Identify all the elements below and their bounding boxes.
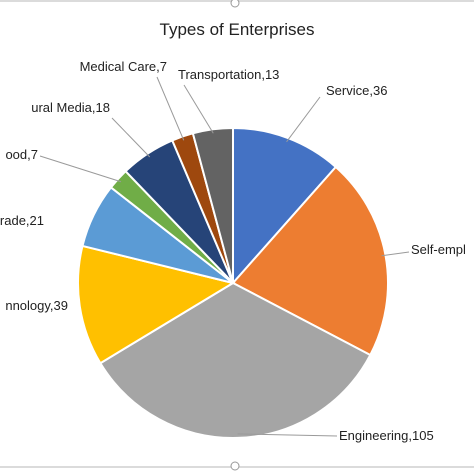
data-label: rade,21 — [0, 213, 44, 228]
data-label: nnology,39 — [5, 298, 68, 313]
leader-line — [183, 84, 214, 134]
pie-slice — [77, 244, 236, 365]
chart-title: Types of Enterprises — [159, 20, 315, 39]
leader-line — [381, 251, 410, 257]
data-label: Engineering,105 — [339, 428, 434, 443]
pie-slice — [191, 126, 234, 284]
leader-line — [237, 433, 338, 437]
data-label: ural Media,18 — [31, 100, 110, 115]
data-label: Transportation,13 — [178, 67, 279, 82]
pie-slice — [98, 281, 372, 439]
data-label: Self-empl — [411, 242, 466, 257]
pie-slice — [232, 126, 338, 286]
leader-line — [111, 117, 151, 158]
resize-handle-bottom[interactable] — [230, 461, 240, 471]
leader-line — [156, 76, 185, 141]
resize-handle-top[interactable] — [230, 0, 240, 8]
leader-line — [286, 96, 321, 143]
data-label: Service,36 — [326, 83, 387, 98]
leader-line — [39, 155, 122, 183]
data-label: ood,7 — [5, 147, 38, 162]
data-label: Medical Care,7 — [80, 59, 167, 74]
